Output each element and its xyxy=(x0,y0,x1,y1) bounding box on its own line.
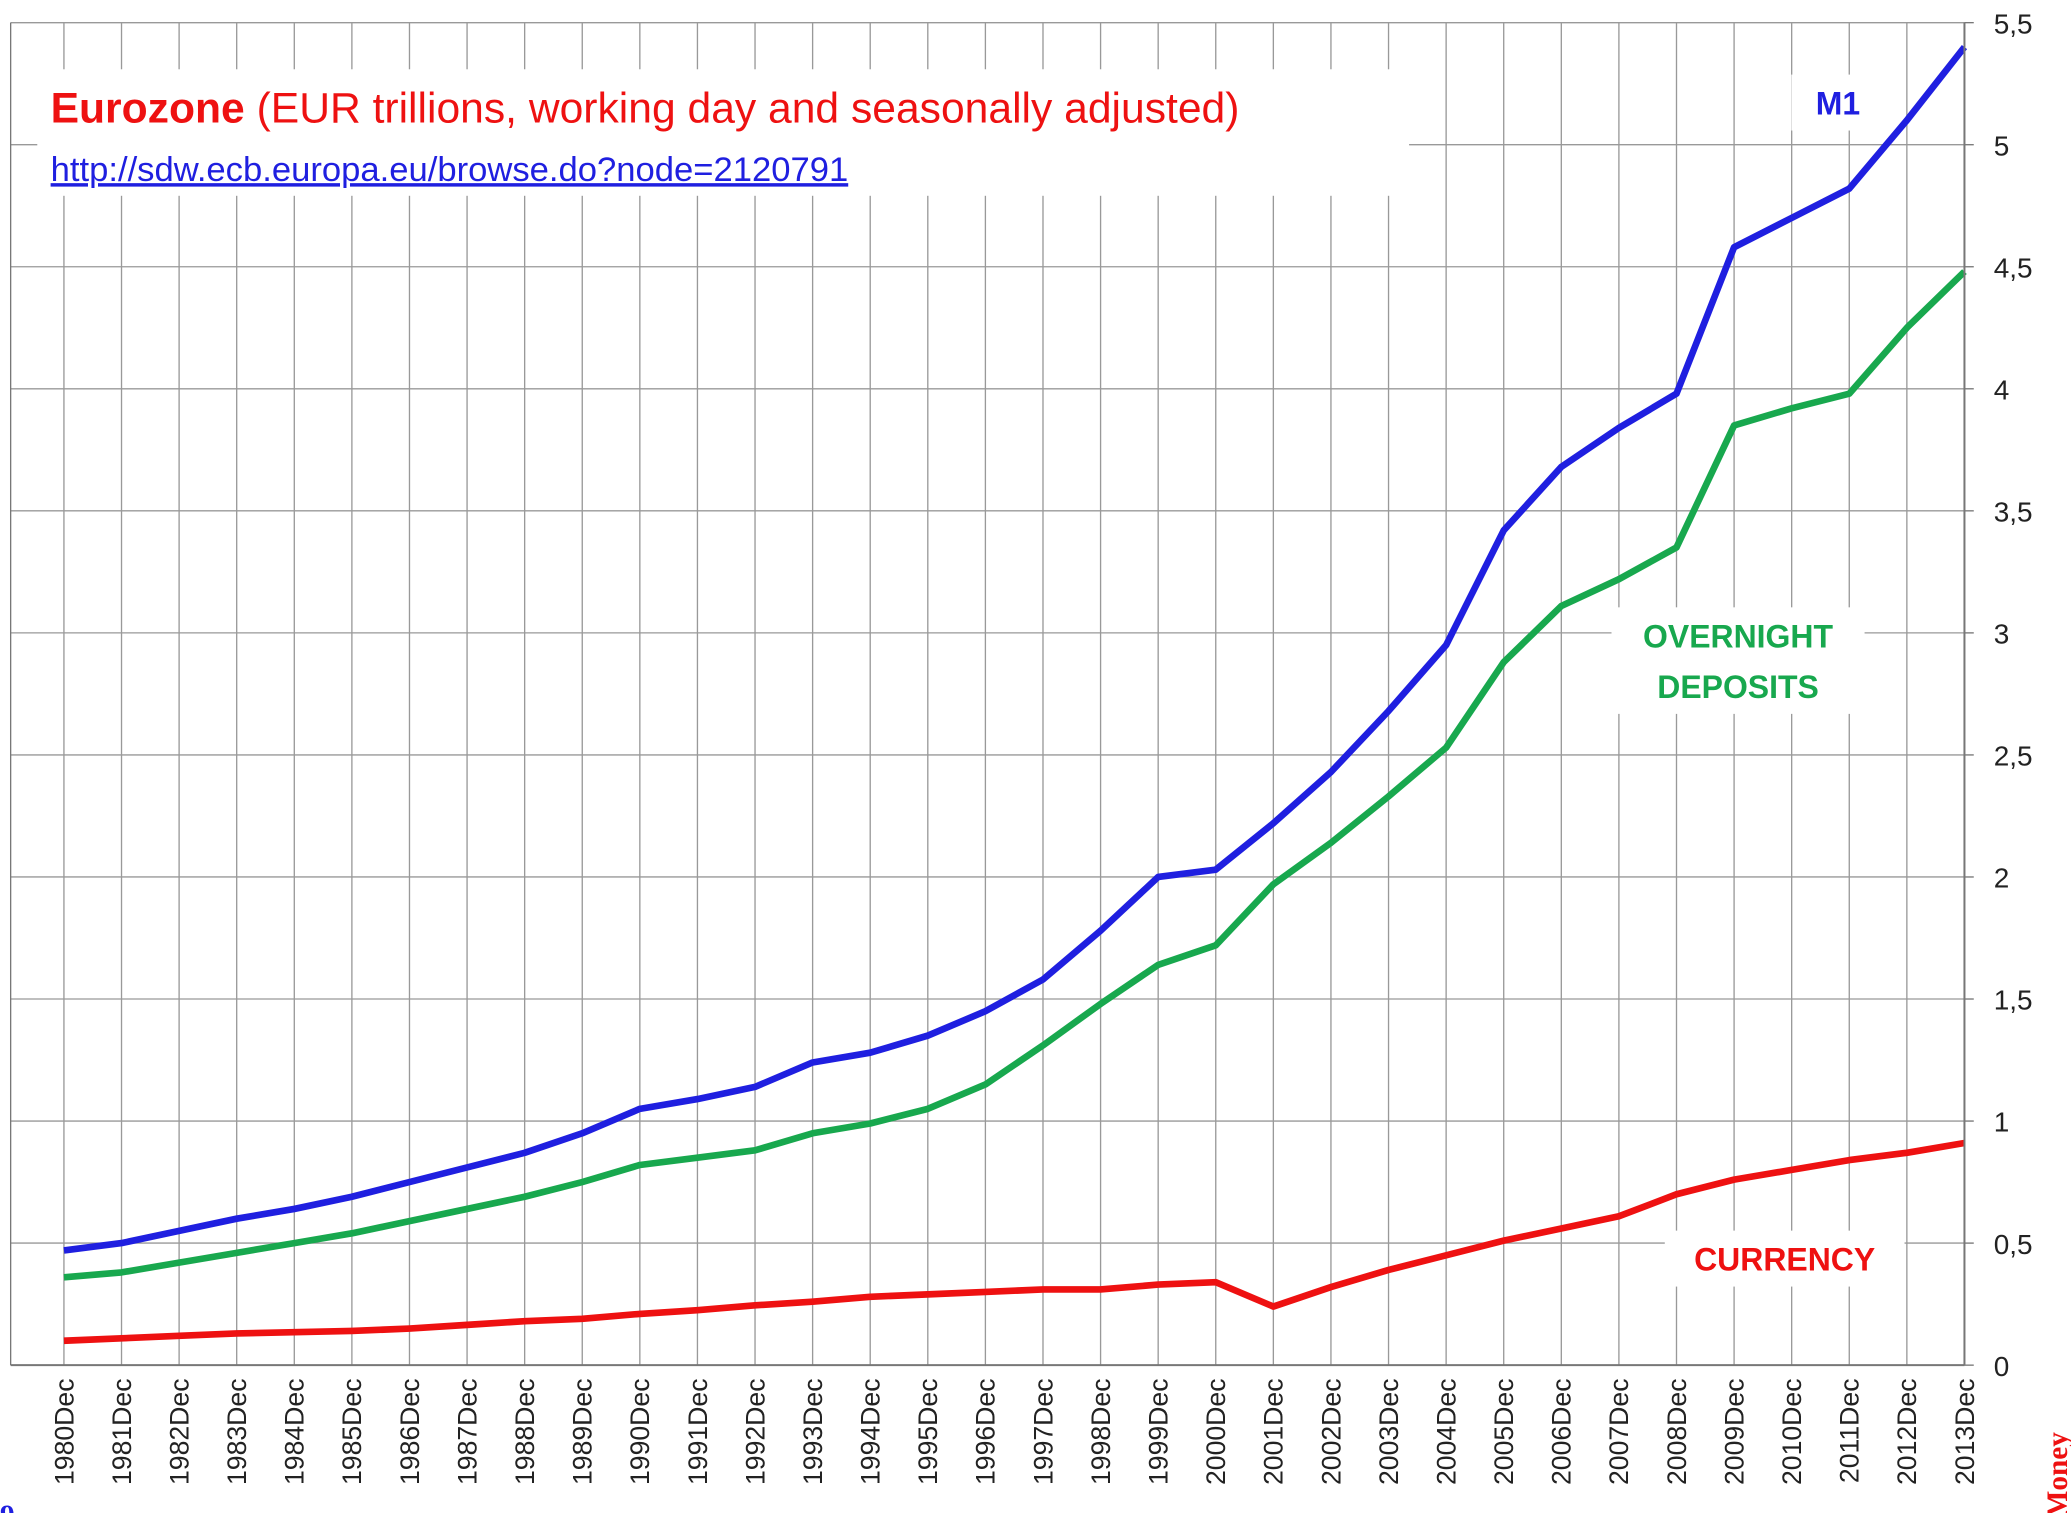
x-tick-label: 2004Dec xyxy=(1431,1378,1461,1485)
x-tick-label: 1985Dec xyxy=(337,1378,367,1485)
y-tick-label: 1 xyxy=(1994,1107,2010,1138)
y-tick-label: 5,5 xyxy=(1994,8,2033,39)
x-tick-label: 2013Dec xyxy=(1950,1378,1980,1485)
y-tick-label: 0,5 xyxy=(1994,1229,2033,1260)
x-tick-label: 1989Dec xyxy=(568,1378,598,1485)
x-tick-label: 1984Dec xyxy=(280,1378,310,1485)
x-tick-label: 1998Dec xyxy=(1086,1378,1116,1485)
x-tick-label: 2005Dec xyxy=(1489,1378,1519,1485)
x-tick-label: 1980Dec xyxy=(49,1378,79,1485)
x-tick-label: 1994Dec xyxy=(856,1378,886,1485)
title-background xyxy=(37,69,1410,196)
grid xyxy=(10,21,1966,1366)
x-tick-label: 2012Dec xyxy=(1892,1378,1922,1485)
y-tick-label: 2,5 xyxy=(1994,741,2033,772)
y-tick-label: 3 xyxy=(1994,619,2010,650)
label-background xyxy=(1664,1230,1905,1287)
series-labels: M1 OVERNIGHT DEPOSITS CURRENCY xyxy=(1611,74,1905,1287)
x-tick-label: 1992Dec xyxy=(740,1378,770,1485)
y-tick-label: 4,5 xyxy=(1994,252,2033,283)
page-number: 9 xyxy=(0,1500,15,1513)
axes: 0 0,5 1 1,5 2 2,5 3 3,5 4 4,5 5 5,5 1980Dec 1981Dec 19… xyxy=(9,8,2033,1485)
x-tick-label: 2007Dec xyxy=(1604,1378,1634,1485)
x-tick-label: 2001Dec xyxy=(1259,1378,1289,1485)
side-label: Money xyxy=(2042,1432,2071,1513)
y-tick-label: 4 xyxy=(1994,374,2010,405)
x-tick-label: 2011Dec xyxy=(1835,1378,1865,1483)
y-tick-label: 3,5 xyxy=(1994,496,2033,527)
x-tick-label: 2006Dec xyxy=(1547,1378,1577,1485)
series-line xyxy=(63,269,1967,1281)
x-tick-label: 2009Dec xyxy=(1719,1378,1749,1485)
x-tick-label: 1993Dec xyxy=(798,1378,828,1485)
label-background xyxy=(1611,607,1865,714)
label-line: DEPOSITS xyxy=(1657,669,1819,705)
lines xyxy=(63,45,1968,1345)
x-tick-label: 1995Dec xyxy=(913,1378,943,1485)
y-tick-label: 5 xyxy=(1994,130,2010,161)
chart-title: Eurozone (EUR trillions, working day and… xyxy=(51,85,1240,133)
x-tick-label: 1982Dec xyxy=(164,1378,194,1485)
x-tick-label: 2003Dec xyxy=(1374,1378,1404,1485)
series-label: OVERNIGHT DEPOSITS xyxy=(1643,618,1833,705)
x-tick-label: 2008Dec xyxy=(1662,1378,1692,1485)
series-line xyxy=(63,45,1968,1254)
subtitle: (EUR trillions, working day and seasonal… xyxy=(257,85,1240,133)
title: Eurozone xyxy=(51,85,245,133)
x-tick-label: 1990Dec xyxy=(625,1378,655,1485)
x-tick-label: 1999Dec xyxy=(1143,1378,1173,1485)
x-tick-label: 1996Dec xyxy=(971,1378,1001,1485)
series-label: M1 xyxy=(1816,86,1860,122)
x-tick-label: 2002Dec xyxy=(1316,1378,1346,1485)
x-tick-label: 1986Dec xyxy=(395,1378,425,1485)
series-label: CURRENCY xyxy=(1694,1242,1875,1278)
x-tick-label: 2010Dec xyxy=(1777,1378,1807,1485)
x-tick-label: 2000Dec xyxy=(1201,1378,1231,1485)
x-tick-label: 1988Dec xyxy=(510,1378,540,1485)
x-tick-label: 1997Dec xyxy=(1028,1378,1058,1485)
x-tick-label: 1981Dec xyxy=(107,1378,137,1485)
y-tick-label: 1,5 xyxy=(1994,985,2033,1016)
x-tick-label: 1991Dec xyxy=(683,1378,713,1485)
label-line: OVERNIGHT xyxy=(1643,618,1833,654)
x-tick-label: 1987Dec xyxy=(452,1378,482,1485)
y-tick-label: 2 xyxy=(1994,863,2010,894)
label-background xyxy=(1791,74,1885,131)
x-tick-label: 1983Dec xyxy=(222,1378,252,1485)
y-tick-label: 0 xyxy=(1994,1351,2010,1382)
source-url[interactable]: http://sdw.ecb.europa.eu/browse.do?node=… xyxy=(51,151,849,189)
series-line xyxy=(63,1139,1966,1345)
